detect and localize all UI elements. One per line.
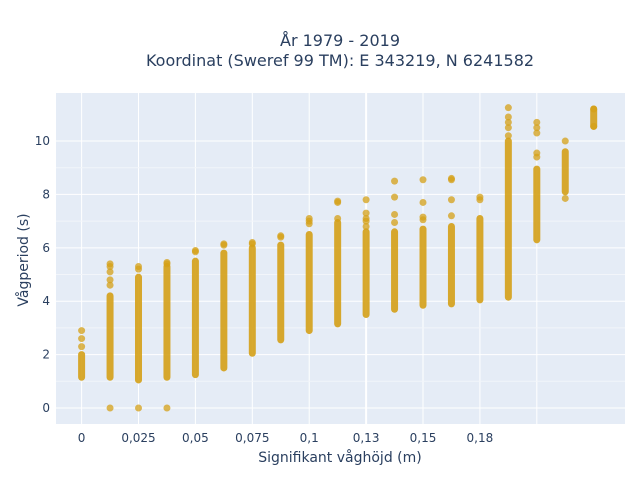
data-point — [504, 124, 512, 132]
data-point — [135, 404, 143, 412]
data-point — [248, 238, 256, 246]
data-point — [590, 105, 598, 113]
y-tick-label: 8 — [42, 187, 50, 201]
data-point-cluster — [334, 218, 342, 328]
data-point — [191, 246, 199, 254]
y-tick-label: 4 — [42, 294, 50, 308]
data-point — [533, 124, 541, 132]
data-point — [106, 276, 114, 284]
y-tick-label: 10 — [35, 134, 50, 148]
y-axis-title: Vågperiod (s) — [15, 213, 32, 306]
chart-title: År 1979 - 2019 — [280, 31, 400, 50]
data-point — [504, 104, 512, 112]
x-tick-label: 0 — [78, 431, 86, 445]
data-point — [533, 118, 541, 126]
data-points — [78, 104, 598, 412]
data-point-cluster — [78, 351, 86, 381]
data-point — [504, 132, 512, 140]
data-point-cluster — [106, 292, 114, 381]
data-point — [334, 214, 342, 222]
data-point — [362, 214, 370, 222]
data-point-cluster — [391, 228, 399, 313]
data-point — [106, 260, 114, 268]
data-point — [78, 327, 86, 335]
data-point — [78, 335, 86, 343]
data-point — [447, 196, 455, 204]
y-tick-label: 2 — [42, 348, 50, 362]
x-tick-label: 0,1 — [300, 431, 319, 445]
data-point — [135, 263, 143, 271]
data-point — [504, 118, 512, 126]
data-point-cluster — [305, 230, 313, 335]
y-axis-ticks: 0 2 4 6 8 10 — [35, 134, 50, 415]
data-point — [277, 232, 285, 240]
data-point — [391, 177, 399, 185]
data-point-cluster — [220, 249, 228, 372]
data-point — [106, 281, 114, 289]
data-point — [447, 212, 455, 220]
x-axis-title: Signifikant våghöjd (m) — [258, 449, 421, 466]
data-point — [362, 209, 370, 217]
data-point — [419, 198, 427, 206]
data-point-cluster — [476, 214, 484, 304]
data-point — [163, 259, 171, 267]
data-point — [220, 240, 228, 248]
data-point — [362, 196, 370, 204]
data-point — [305, 214, 313, 222]
data-point — [561, 194, 569, 202]
data-point — [476, 193, 484, 201]
data-point-cluster — [561, 148, 569, 196]
data-point-cluster — [419, 225, 427, 309]
grid-lines — [56, 93, 625, 424]
x-tick-label: 0,05 — [182, 431, 209, 445]
x-tick-label: 0,18 — [467, 431, 494, 445]
data-point — [533, 129, 541, 137]
data-point — [78, 343, 86, 351]
data-point-cluster — [504, 137, 512, 301]
data-point-cluster — [135, 273, 143, 384]
data-point — [561, 137, 569, 145]
data-point — [391, 210, 399, 218]
data-point — [590, 122, 598, 130]
data-point-cluster — [191, 257, 199, 379]
y-tick-label: 6 — [42, 241, 50, 255]
data-point — [106, 404, 114, 412]
data-point — [419, 176, 427, 184]
x-tick-label: 0,13 — [353, 431, 380, 445]
x-tick-label: 0,15 — [410, 431, 437, 445]
x-axis-ticks: 0 0,025 0,05 0,075 0,1 0,13 0,15 0,18 — [78, 431, 493, 445]
data-point — [391, 193, 399, 201]
data-point — [533, 149, 541, 157]
data-point-cluster — [362, 228, 370, 319]
data-point — [334, 197, 342, 205]
data-point — [106, 268, 114, 276]
data-point-cluster — [447, 222, 455, 308]
data-point — [447, 174, 455, 182]
chart-subtitle: Koordinat (Sweref 99 TM): E 343219, N 62… — [146, 51, 534, 70]
data-point-cluster — [248, 244, 256, 357]
data-point — [419, 213, 427, 221]
x-tick-label: 0,025 — [121, 431, 155, 445]
data-point — [163, 404, 171, 412]
x-tick-label: 0,075 — [235, 431, 269, 445]
data-point — [362, 222, 370, 230]
y-tick-label: 0 — [42, 401, 50, 415]
data-point — [504, 113, 512, 121]
data-point-cluster — [277, 241, 285, 344]
data-point — [391, 218, 399, 226]
data-point-cluster — [163, 263, 171, 381]
data-point-cluster — [533, 165, 541, 244]
